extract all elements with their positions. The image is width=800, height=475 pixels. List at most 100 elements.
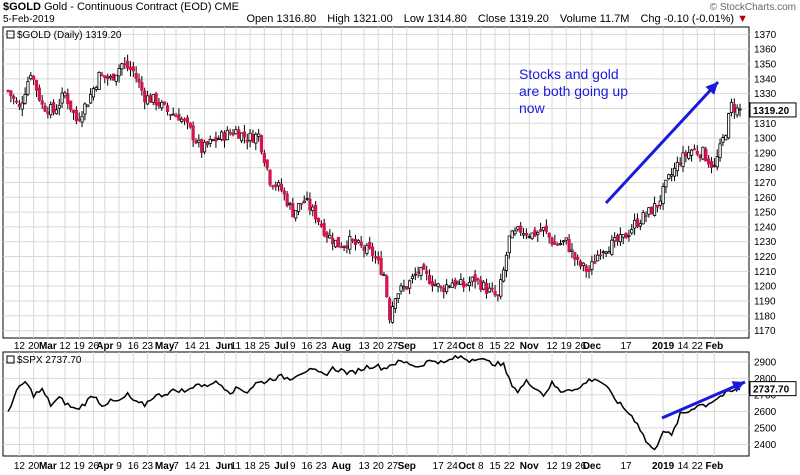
candle-body [507,235,511,254]
candle-body [601,251,605,254]
x-tick-label: 12 [14,461,26,472]
candle-body [667,174,671,180]
x-tick-label: 21 [199,461,211,472]
open-label: Open [246,13,274,25]
x-tick-label: 13 [358,461,370,472]
candle-body [410,275,415,280]
x-tick-label: Dec [583,341,602,352]
candle-body [157,101,161,107]
candle-body [689,149,694,156]
candle-body [422,264,426,270]
candle-body [20,102,24,110]
x-tick-label: 19 [561,461,573,472]
x-tick-label: 17 [433,341,445,352]
candle-body [14,100,19,103]
candle-body [74,110,78,122]
x-tick-label: 22 [504,341,516,352]
candle-body [274,184,278,188]
high-value: 1321.00 [352,13,393,25]
candle-body [701,146,705,160]
x-tick-label: 18 [245,461,257,472]
x-tick-label: 23 [142,461,154,472]
candle-body [325,232,329,238]
candle-body [715,156,719,168]
candle-body [194,140,198,144]
x-tick-label: 22 [692,341,704,352]
y-tick-label: 1270 [754,178,777,189]
legend-swatch [6,30,15,39]
candle-body [553,241,557,245]
candle-body [735,107,739,116]
candle-body [248,132,252,141]
x-tick-label: 23 [142,341,154,352]
candle-body [470,276,474,282]
annotation-line: Stocks and gold [519,66,619,82]
candle-body [353,238,358,246]
candle-body [544,225,548,232]
x-tick-label: 19 [74,341,86,352]
candle-body [117,68,121,77]
candle-body [595,254,600,262]
y-tick-label: 2800 [754,374,777,385]
candle-body [709,161,714,168]
y-tick-label: 1350 [754,60,777,71]
arrow-gold-shaft [604,80,720,205]
exchange-label: CME [214,1,239,13]
candle-body [106,75,110,80]
candle-body [88,93,93,104]
candle-body [593,261,597,264]
candle-body [228,131,232,134]
candle-body [499,279,503,297]
candle-body [456,281,460,285]
candle-body [564,237,568,241]
candle-body [370,246,375,256]
y-tick-label: 2900 [754,357,777,368]
close-label: Close [477,13,506,25]
candle-body [6,89,10,92]
candle-body [393,298,397,309]
candle-body [550,237,554,245]
y-tick-label: 1300 [754,134,777,145]
candle-body [259,135,264,153]
candle-body [521,233,526,236]
candle-body [120,63,124,70]
candle-body [271,185,275,188]
candle-body [590,261,594,270]
x-tick-label: 19 [561,341,573,352]
candle-body [641,212,645,225]
x-tick-label: 2019 [652,341,675,352]
candle-body [345,245,349,249]
candle-body [296,203,301,212]
candle-body [587,269,591,273]
plot-frame [2,351,750,457]
x-tick-label: 17 [621,461,633,472]
candle-body [707,158,711,165]
legend-entry: $SPX 2737.70 [17,355,82,366]
close-value: 1319.20 [509,13,549,25]
candle-body [698,154,702,159]
candle-body [356,240,360,243]
candle-body [291,203,295,218]
y-tick-label: 1260 [754,193,777,204]
x-tick-label: Apr [96,341,113,352]
high-label: High [327,13,350,25]
candle-body [379,257,383,275]
candle-body [738,108,742,111]
candle-body [299,202,303,205]
candle-body [242,131,247,138]
candle-body [57,104,61,109]
candle-body [558,243,563,245]
candle-body [607,251,611,254]
candle-body [308,198,312,211]
candle-body [128,66,133,71]
candle-body [71,109,76,114]
volume-label: Volume [559,13,597,25]
x-tick-label: 12 [546,341,558,352]
candle-body [322,222,326,236]
series-line [7,354,741,451]
candle-body [262,153,266,163]
candle-body [627,234,631,237]
candle-body [681,152,685,167]
x-tick-label: 25 [259,341,271,352]
